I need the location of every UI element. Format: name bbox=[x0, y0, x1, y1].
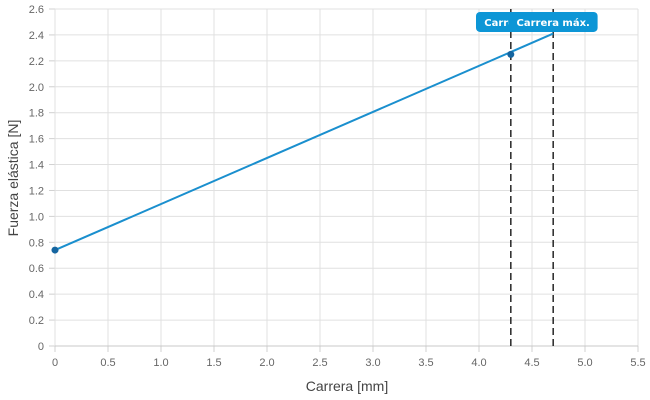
y-tick-label: 2.6 bbox=[29, 4, 44, 16]
x-tick-label: 4.0 bbox=[471, 357, 486, 369]
x-tick-label: 5.0 bbox=[577, 357, 592, 369]
y-tick-label: 0.4 bbox=[29, 289, 44, 301]
vline-tag: Carrera máx. bbox=[508, 11, 598, 32]
y-tick-label: 2.4 bbox=[29, 30, 44, 42]
x-tick-label: 1.0 bbox=[153, 357, 168, 369]
x-tick-label: 4.5 bbox=[524, 357, 539, 369]
x-tick-label: 1.5 bbox=[206, 357, 221, 369]
x-tick-label: 3.0 bbox=[365, 357, 380, 369]
x-tick-label: 5.5 bbox=[630, 357, 645, 369]
x-axis-title: Carrera [mm] bbox=[306, 378, 388, 394]
y-tick-label: 0.8 bbox=[29, 237, 44, 249]
x-tick-label: 3.5 bbox=[418, 357, 433, 369]
y-tick-label: 1.6 bbox=[29, 134, 44, 146]
y-tick-label: 0.2 bbox=[29, 315, 44, 327]
x-tick-label: 0.5 bbox=[100, 357, 115, 369]
x-tick-label: 0 bbox=[52, 357, 58, 369]
y-tick-label: 2.0 bbox=[29, 82, 44, 94]
x-tick-label: 2.5 bbox=[312, 357, 327, 369]
series-line bbox=[54, 32, 554, 252]
vline-tag-label: Carrera máx. bbox=[517, 17, 590, 29]
y-tick-label: 1.8 bbox=[29, 108, 44, 120]
data-point bbox=[507, 50, 515, 58]
vline-tags: Carrera dCarrera máx. bbox=[476, 11, 598, 32]
grid bbox=[49, 8, 639, 352]
plot-area bbox=[51, 9, 555, 346]
y-tick-label: 2.2 bbox=[29, 56, 44, 68]
x-tick-label: 2.0 bbox=[259, 357, 274, 369]
y-tick-label: 0.6 bbox=[29, 263, 44, 275]
data-point bbox=[51, 246, 59, 254]
y-axis-title: Fuerza elástica [N] bbox=[5, 120, 21, 237]
y-tick-label: 0 bbox=[38, 341, 44, 353]
y-tick-label: 1.2 bbox=[29, 185, 44, 197]
ticks: 0 0.2 0.4 0.6 0.8 1.0 1.2 1.4 1.6 1.8 2.0 2.2 2.4 2.6… bbox=[29, 4, 646, 369]
y-tick-label: 1.0 bbox=[29, 211, 44, 223]
vline-tag-box bbox=[508, 11, 598, 32]
y-tick-label: 1.4 bbox=[29, 160, 44, 172]
